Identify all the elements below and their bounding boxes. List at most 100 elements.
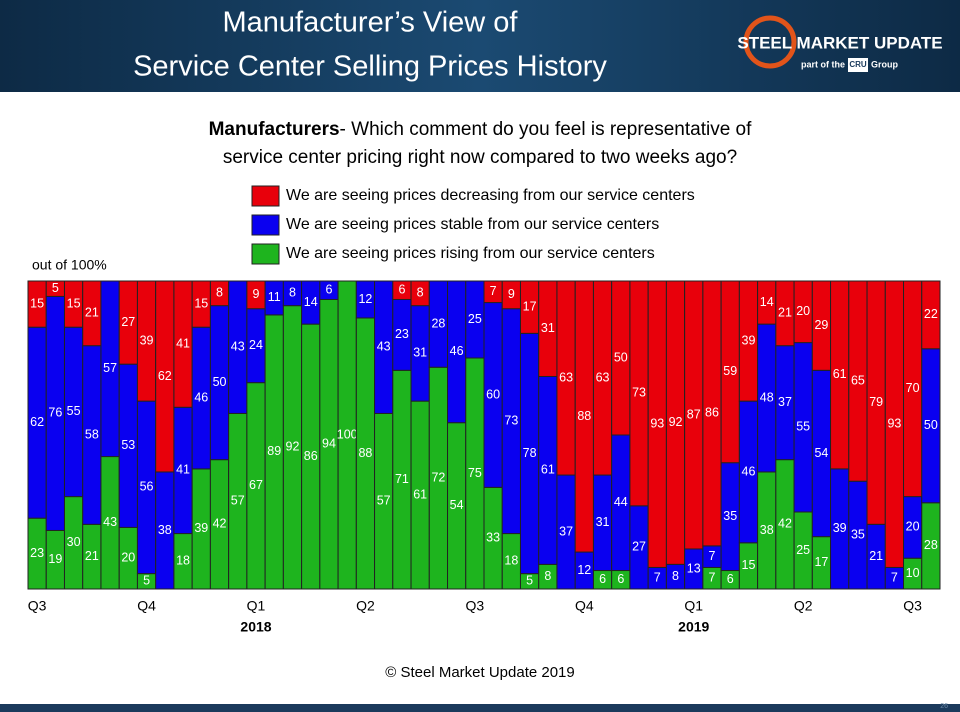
data-label: 56 bbox=[140, 480, 154, 494]
data-label: 23 bbox=[395, 327, 409, 341]
data-label: 9 bbox=[508, 287, 515, 301]
data-label: 86 bbox=[705, 406, 719, 420]
legend-label: We are seeing prices decreasing from our… bbox=[286, 187, 695, 204]
data-label: 79 bbox=[869, 395, 883, 409]
data-label: 5 bbox=[143, 574, 150, 588]
data-label: 8 bbox=[417, 286, 424, 300]
title-line: Manufacturer’s View of bbox=[223, 7, 519, 39]
legend-swatch bbox=[251, 243, 280, 265]
data-label: 41 bbox=[176, 463, 190, 477]
data-label: 31 bbox=[413, 346, 427, 360]
data-label: 55 bbox=[796, 420, 810, 434]
data-label: 93 bbox=[650, 417, 664, 431]
data-label: 87 bbox=[687, 407, 701, 421]
logo-ring bbox=[743, 15, 797, 69]
data-label: 15 bbox=[742, 558, 756, 572]
data-label: 41 bbox=[176, 336, 190, 350]
x-tick-label: Q4 bbox=[575, 598, 594, 614]
logo: STEEL MARKET UPDATE bbox=[737, 33, 942, 52]
data-label: 73 bbox=[632, 386, 646, 400]
data-label: 18 bbox=[504, 554, 518, 568]
data-label: 12 bbox=[577, 563, 591, 577]
data-label: 50 bbox=[614, 350, 628, 364]
data-label: 27 bbox=[121, 315, 135, 329]
data-label: 75 bbox=[468, 466, 482, 480]
data-label: 20 bbox=[796, 304, 810, 318]
data-label: 5 bbox=[526, 574, 533, 588]
data-label: 78 bbox=[523, 446, 537, 460]
data-label: 46 bbox=[194, 390, 208, 404]
data-label: 89 bbox=[267, 444, 281, 458]
data-label: 63 bbox=[596, 370, 610, 384]
data-label: 88 bbox=[577, 409, 591, 423]
data-label: 14 bbox=[304, 295, 318, 309]
subtitle-bold: Manufacturers bbox=[209, 119, 340, 140]
data-label: 43 bbox=[231, 340, 245, 354]
header-band bbox=[0, 0, 960, 92]
data-label: 94 bbox=[322, 437, 336, 451]
data-label: 8 bbox=[289, 286, 296, 300]
data-label: 60 bbox=[486, 387, 500, 401]
data-label: 20 bbox=[121, 550, 135, 564]
data-label: 28 bbox=[431, 316, 445, 330]
data-label: 35 bbox=[723, 509, 737, 523]
footer: © Steel Market Update 2019 bbox=[385, 664, 575, 681]
data-label: 61 bbox=[413, 487, 427, 501]
data-label: 59 bbox=[723, 364, 737, 378]
data-label: 20 bbox=[906, 520, 920, 534]
data-label: 25 bbox=[796, 543, 810, 557]
data-label: 44 bbox=[614, 495, 628, 509]
data-label: 6 bbox=[599, 572, 606, 586]
data-label: 70 bbox=[906, 381, 920, 395]
data-label: 46 bbox=[742, 464, 756, 478]
data-label: 17 bbox=[814, 555, 828, 569]
data-label: 9 bbox=[253, 287, 260, 301]
data-label: 62 bbox=[158, 369, 172, 383]
legend-swatch bbox=[251, 214, 280, 236]
data-label: 37 bbox=[559, 524, 573, 538]
title-line: Service Center Selling Prices History bbox=[133, 51, 607, 83]
data-label: 39 bbox=[742, 333, 756, 347]
data-label: 7 bbox=[891, 571, 898, 585]
data-label: 13 bbox=[687, 561, 701, 575]
data-label: 54 bbox=[814, 446, 828, 460]
data-label: 38 bbox=[158, 523, 172, 537]
data-label: 50 bbox=[213, 375, 227, 389]
x-tick-label: Q4 bbox=[137, 598, 156, 614]
data-label: 67 bbox=[249, 478, 263, 492]
data-label: 27 bbox=[632, 540, 646, 554]
data-label: 8 bbox=[672, 569, 679, 583]
data-label: 57 bbox=[103, 361, 117, 375]
data-label: 86 bbox=[304, 449, 318, 463]
data-label: 37 bbox=[778, 395, 792, 409]
data-label: 21 bbox=[85, 549, 99, 563]
data-label: 33 bbox=[486, 530, 500, 544]
data-label: 31 bbox=[541, 321, 555, 335]
logo-tagline: Group bbox=[871, 59, 898, 69]
data-label: 42 bbox=[213, 517, 227, 531]
data-label: 21 bbox=[869, 549, 883, 563]
legend-swatch bbox=[251, 185, 280, 207]
data-label: 92 bbox=[286, 440, 300, 454]
data-label: 22 bbox=[924, 307, 938, 321]
page-number: 26 bbox=[940, 703, 948, 710]
data-label: 38 bbox=[760, 523, 774, 537]
data-label: 15 bbox=[30, 296, 44, 310]
data-label: 25 bbox=[468, 312, 482, 326]
data-label: 5 bbox=[52, 281, 59, 295]
footer-band bbox=[0, 704, 960, 712]
data-label: 35 bbox=[851, 527, 865, 541]
data-label: 7 bbox=[709, 571, 716, 585]
data-label: 30 bbox=[67, 535, 81, 549]
data-label: 28 bbox=[924, 538, 938, 552]
data-label: 8 bbox=[544, 569, 551, 583]
x-tick-label: Q3 bbox=[28, 598, 47, 614]
data-label: 7 bbox=[654, 571, 661, 585]
data-label: 12 bbox=[358, 292, 372, 306]
y-axis-label: out of 100% bbox=[32, 257, 107, 273]
x-tick-label: Q2 bbox=[356, 598, 375, 614]
subtitle: Manufacturers- Which comment do you feel… bbox=[209, 119, 752, 140]
cru-box bbox=[848, 58, 868, 72]
